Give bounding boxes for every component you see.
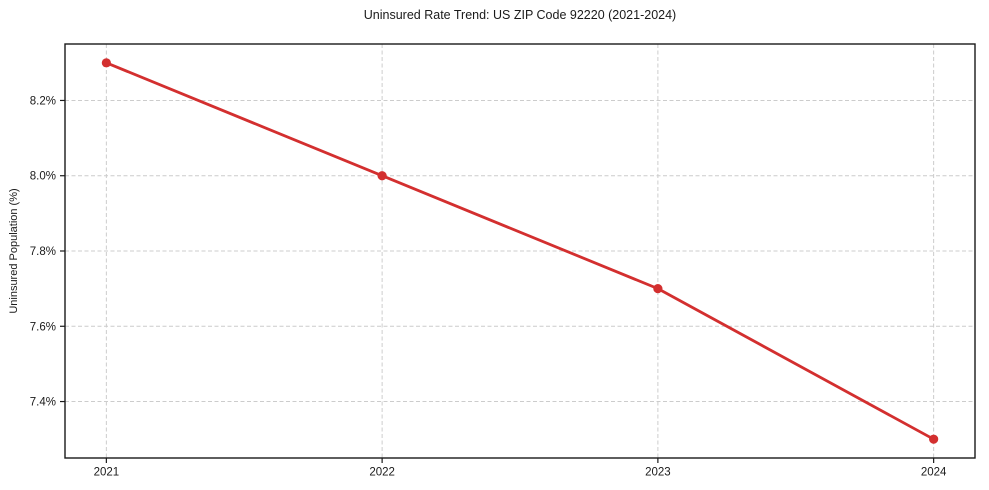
y-axis-tick-label: 7.8% [30, 246, 56, 258]
data-point-2023 [653, 284, 663, 294]
trend-line [104, 61, 936, 441]
y-axis-tick-label: 8.0% [30, 171, 56, 183]
x-axis-tick-label: 2023 [645, 467, 671, 479]
y-axis-tick-label: 7.4% [30, 397, 56, 409]
chart-title: Uninsured Rate Trend: US ZIP Code 92220 … [363, 8, 677, 22]
plot-border-spines [64, 43, 976, 459]
y-axis-label: Uninsured Population (%) [8, 188, 20, 314]
x-axis-tick-label: 2024 [921, 467, 947, 479]
y-axis-tick-label: 7.6% [30, 321, 56, 333]
data-point-2021 [101, 58, 111, 68]
data-point-2024 [929, 434, 939, 444]
x-axis-tick-label: 2022 [369, 467, 395, 479]
data-point-2022 [377, 171, 387, 181]
y-axis-tick-label: 8.2% [30, 95, 56, 107]
x-axis-tick-label: 2021 [94, 467, 120, 479]
